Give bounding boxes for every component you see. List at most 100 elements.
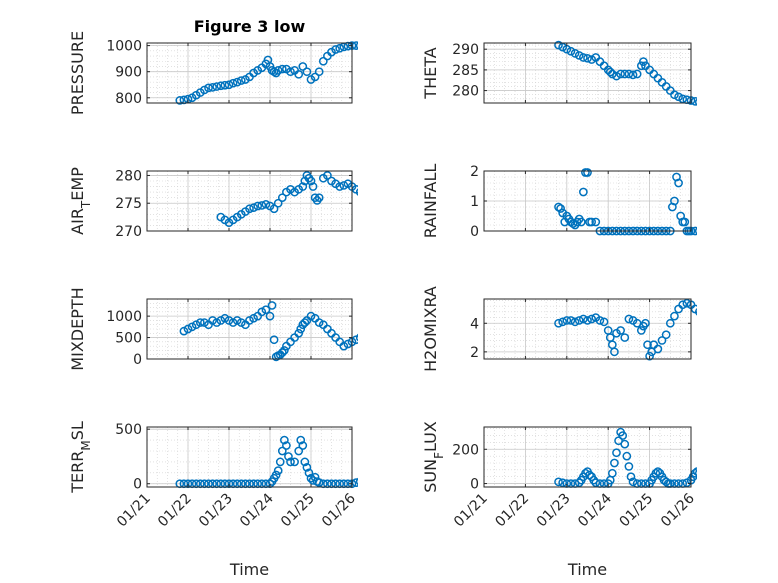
y-axis-label: THETA bbox=[421, 47, 440, 99]
data-point bbox=[277, 64, 287, 74]
axes-3: 270 275 280 AIRTEMP bbox=[68, 167, 380, 240]
axes-1: 800 900 1000 PRESSURE Figure 3 low bbox=[68, 17, 376, 115]
data-point bbox=[622, 451, 632, 461]
data-point bbox=[554, 202, 563, 212]
data-point bbox=[339, 341, 349, 351]
x-tick-label: 01/22 bbox=[492, 491, 532, 531]
data-point bbox=[373, 195, 380, 202]
data-points bbox=[554, 40, 697, 106]
y-tick-label: 285 bbox=[452, 63, 479, 79]
data-point bbox=[284, 452, 293, 461]
data-point bbox=[712, 227, 719, 234]
axes-frame bbox=[146, 170, 353, 232]
data-point bbox=[636, 61, 646, 71]
data-point bbox=[361, 479, 368, 486]
data-point bbox=[570, 48, 580, 58]
y-tick-label: 0 bbox=[133, 477, 142, 493]
data-point bbox=[314, 67, 324, 77]
data-point bbox=[558, 317, 568, 327]
x-tick-label: 01/24 bbox=[575, 490, 615, 530]
data-point bbox=[236, 76, 246, 85]
y-tick-label: 275 bbox=[115, 196, 142, 212]
data-point bbox=[304, 468, 314, 478]
data-point bbox=[232, 77, 242, 87]
data-point bbox=[277, 446, 287, 456]
data-point bbox=[296, 324, 306, 334]
data-point bbox=[643, 340, 652, 350]
data-point bbox=[302, 67, 312, 77]
data-point bbox=[290, 457, 299, 467]
data-point bbox=[365, 480, 372, 487]
y-tick-label: 500 bbox=[115, 422, 142, 438]
y-tick-label: 1000 bbox=[106, 39, 142, 55]
x-tick-label: 01/25 bbox=[278, 491, 318, 531]
data-point bbox=[587, 314, 596, 324]
data-point bbox=[369, 480, 376, 487]
data-point bbox=[216, 316, 226, 325]
chart-title: Figure 3 low bbox=[194, 17, 306, 36]
data-point bbox=[579, 187, 588, 197]
data-point bbox=[369, 42, 376, 49]
x-tick-label: 01/21 bbox=[451, 491, 491, 531]
y-axis-label: RAINFALL bbox=[421, 164, 440, 239]
data-point bbox=[618, 431, 628, 440]
data-point bbox=[700, 475, 707, 482]
data-point bbox=[661, 477, 671, 487]
data-point bbox=[641, 318, 650, 328]
axes-6: 2 4 H2OMIXRA bbox=[421, 286, 719, 372]
y-axis-label: TERRMSL bbox=[68, 421, 93, 494]
data-point bbox=[339, 181, 349, 190]
data-point bbox=[583, 168, 592, 177]
x-tick-label: 01/26 bbox=[319, 490, 359, 530]
data-point bbox=[314, 478, 324, 487]
axes-frame bbox=[483, 298, 692, 360]
data-point bbox=[698, 473, 705, 480]
data-point bbox=[712, 318, 719, 325]
data-point bbox=[554, 477, 563, 487]
data-point bbox=[286, 67, 295, 77]
data-point bbox=[253, 201, 263, 211]
y-tick-label: 0 bbox=[133, 352, 142, 368]
y-tick-label: 2 bbox=[470, 345, 479, 361]
data-point bbox=[249, 313, 258, 323]
y-tick-label: 1000 bbox=[106, 309, 142, 325]
axes-5: 0 500 1000 MIXDEPTH bbox=[68, 287, 380, 371]
y-tick-label: 0 bbox=[470, 477, 479, 493]
data-point bbox=[566, 316, 576, 325]
data-point bbox=[220, 80, 230, 90]
y-tick-label: 280 bbox=[452, 84, 479, 100]
data-point bbox=[208, 82, 217, 92]
data-point bbox=[628, 70, 638, 80]
data-point bbox=[298, 62, 308, 71]
data-point bbox=[280, 346, 289, 355]
axes-frame bbox=[146, 426, 353, 488]
data-point bbox=[639, 57, 648, 66]
data-point bbox=[692, 467, 697, 476]
y-axis-label: H2OMIXRA bbox=[421, 286, 440, 372]
data-point bbox=[267, 301, 277, 310]
data-point bbox=[282, 441, 291, 450]
data-point bbox=[208, 316, 217, 325]
data-point bbox=[245, 316, 254, 325]
data-point bbox=[273, 198, 283, 208]
data-point bbox=[694, 469, 697, 477]
y-axis-label: PRESSURE bbox=[68, 31, 87, 115]
data-point bbox=[612, 448, 621, 458]
data-point bbox=[624, 462, 634, 471]
data-point bbox=[373, 336, 380, 343]
data-point bbox=[269, 204, 279, 214]
data-point bbox=[612, 71, 621, 81]
data-point bbox=[216, 81, 226, 91]
data-point bbox=[236, 318, 246, 327]
data-point bbox=[365, 332, 372, 339]
data-point bbox=[265, 311, 275, 321]
y-tick-label: 900 bbox=[115, 65, 142, 81]
data-point bbox=[585, 470, 594, 480]
data-point bbox=[261, 199, 271, 209]
data-point bbox=[620, 439, 630, 449]
data-point bbox=[670, 90, 679, 100]
data-point bbox=[558, 478, 568, 488]
data-point bbox=[616, 69, 625, 79]
data-point bbox=[570, 317, 580, 327]
data-point bbox=[661, 330, 671, 340]
